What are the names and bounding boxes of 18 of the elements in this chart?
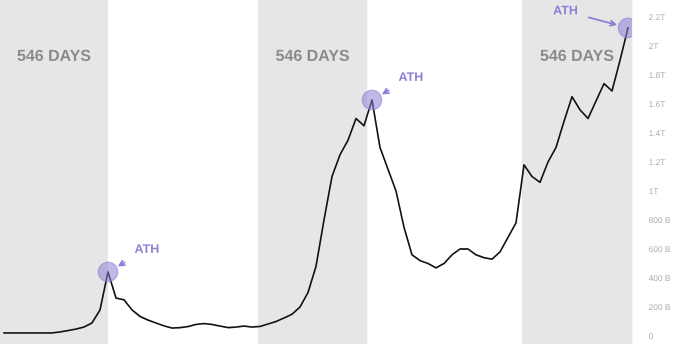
y-tick-label: 1T [649,188,658,194]
y-tick-label: 1.8T [649,72,666,78]
y-tick-label: 600 B [649,246,670,252]
annotation: 546 DAYS [17,50,90,62]
annotation: ATH [553,6,578,14]
annotation: 546 DAYS [540,50,614,62]
y-tick-label: 400 B [648,275,670,282]
y-tick-label: 1.6T [649,101,666,108]
annotation: 546 DAYS [276,50,349,62]
y-tick-label: 1.2T [649,159,666,166]
y-tick-label: 2T [649,43,658,49]
annotation: ATH [398,72,422,81]
y-tick-label: 800 B [649,217,670,224]
y-tick-label: 2.2T [649,14,666,20]
annotation: ATH [134,244,158,253]
y-tick-label: 200 B [649,304,670,310]
y-tick-label: 1.4T [649,130,666,136]
y-tick-label: 0 [648,333,653,340]
